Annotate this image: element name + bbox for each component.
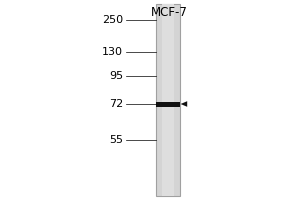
Text: MCF-7: MCF-7	[151, 6, 188, 19]
Bar	[156, 102, 180, 106]
Text: 95: 95	[109, 71, 123, 81]
Text: 130: 130	[102, 47, 123, 57]
Text: 55: 55	[109, 135, 123, 145]
Bar	[156, 4, 180, 196]
Bar	[162, 4, 174, 196]
Text: 250: 250	[102, 15, 123, 25]
Polygon shape	[181, 101, 187, 107]
Text: 72: 72	[109, 99, 123, 109]
